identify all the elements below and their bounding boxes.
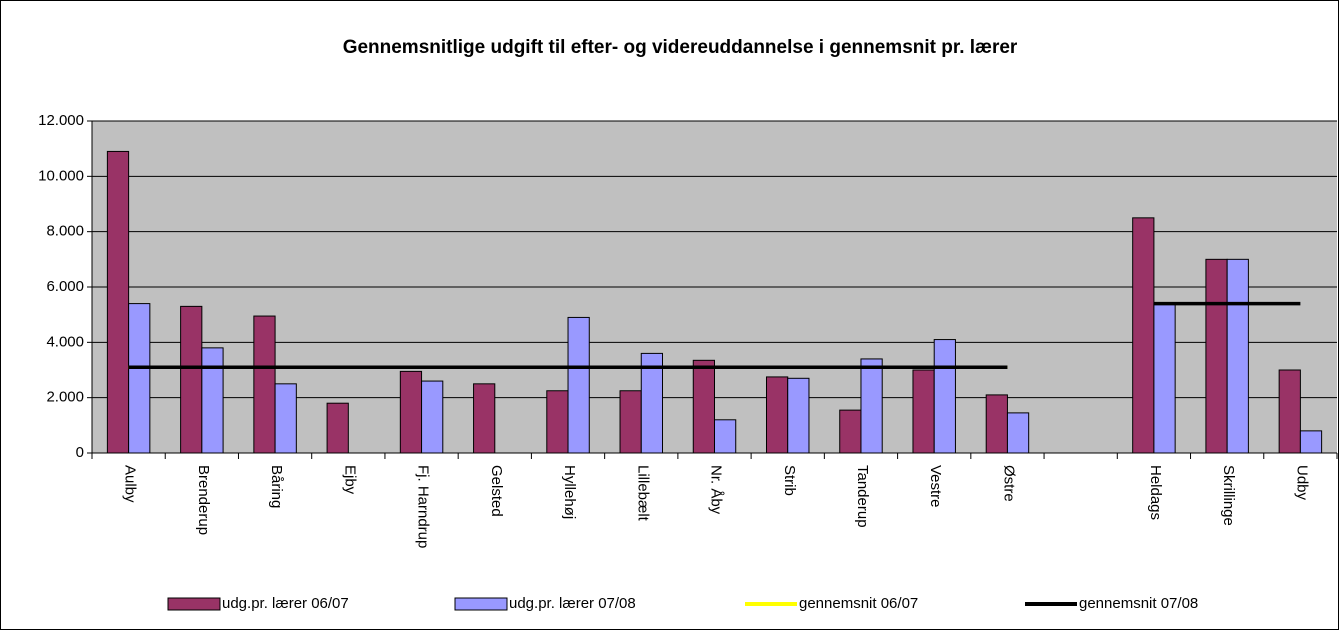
- x-tick-label: Udby: [1293, 465, 1310, 501]
- bar: [421, 380, 444, 454]
- bar: [567, 316, 590, 454]
- y-tick-label: 4.000: [46, 333, 84, 350]
- bar: [253, 315, 276, 454]
- bar: [106, 150, 130, 454]
- bar: [912, 369, 935, 454]
- x-tick-label: Aulby: [122, 465, 139, 503]
- bar: [1153, 303, 1176, 454]
- x-tick-label: Brenderup: [195, 465, 212, 535]
- bar: [1226, 258, 1249, 454]
- bar: [787, 377, 810, 454]
- bar: [473, 383, 496, 454]
- bar: [714, 419, 737, 454]
- bar: [326, 402, 349, 454]
- bar: [1299, 430, 1323, 454]
- legend-label: udg.pr. lærer 06/07: [222, 595, 349, 612]
- legend-label: udg.pr. lærer 07/08: [509, 595, 636, 612]
- x-tick-label: Heldags: [1147, 465, 1164, 520]
- x-tick-label: Vestre: [927, 465, 944, 508]
- bar: [692, 359, 716, 454]
- bar: [619, 390, 642, 454]
- x-tick-label: Båring: [268, 465, 285, 508]
- bar: [180, 305, 203, 454]
- bar: [839, 409, 862, 454]
- bar: [201, 347, 224, 454]
- y-tick-label: 10.000: [38, 167, 84, 184]
- bar: [128, 303, 151, 454]
- bar: [1278, 369, 1301, 454]
- y-tick-label: 6.000: [46, 278, 84, 295]
- line: [128, 301, 1301, 369]
- bar: [1132, 217, 1155, 454]
- bar: [1006, 412, 1030, 454]
- bar: [860, 358, 883, 454]
- x-tick-label: Ejby: [341, 465, 358, 495]
- x-tick-label: Nr. Åby: [708, 465, 725, 515]
- y-tick-label: 12.000: [38, 112, 84, 129]
- x-tick-label: Strib: [781, 465, 798, 496]
- x-tick-label: Skrillinge: [1220, 465, 1237, 526]
- chart-title: Gennemsnitlige udgift til efter- og vide…: [343, 37, 1018, 58]
- bar: [399, 370, 423, 454]
- legend-swatch: [167, 597, 221, 611]
- legend-label: gennemsnit 07/08: [1079, 595, 1198, 612]
- y-tick-label: 2.000: [46, 389, 84, 406]
- x-tick-label: Østre: [1000, 465, 1017, 502]
- x-tick-label: Lillebælt: [634, 465, 651, 522]
- x-tick-label: Tanderup: [854, 465, 871, 528]
- x-tick-label: Gelsted: [488, 465, 505, 517]
- legend-swatch: [454, 597, 508, 611]
- x-tick-label: Hyllehøj: [561, 465, 578, 519]
- x-tick-label: Fj. Harndrup: [415, 465, 432, 548]
- y-tick-label: 0: [76, 444, 84, 461]
- bar: [765, 376, 789, 454]
- bar: [1205, 258, 1228, 454]
- bar: [274, 383, 297, 454]
- bar: [546, 390, 569, 454]
- bar: [985, 394, 1008, 454]
- bar: [933, 339, 956, 454]
- legend-label: gennemsnit 06/07: [799, 595, 918, 612]
- y-tick-label: 8.000: [46, 223, 84, 240]
